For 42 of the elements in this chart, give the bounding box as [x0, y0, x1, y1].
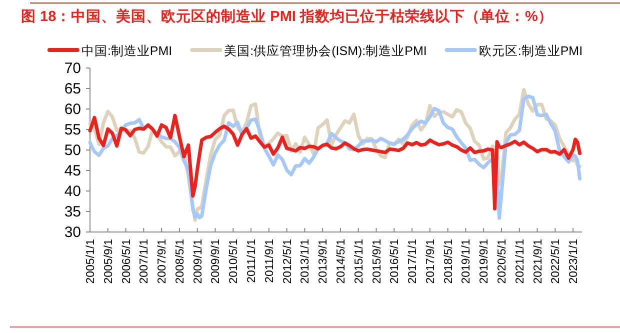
- y-tick-label: 35: [64, 204, 81, 220]
- x-tick-label: 2011/9/1: [264, 239, 276, 283]
- chart-title: 图 18：中国、美国、欧元区的制造业 PMI 指数均已位于枯荣线以下（单位：%）: [21, 7, 553, 25]
- x-tick-label: 2015/1/1: [353, 239, 366, 284]
- x-tick-label: 2005/9/1: [102, 239, 115, 284]
- x-tick-label: 2020/5/1: [496, 239, 508, 284]
- legend-label: 美国:供应管理协会(ISM):制造业PMI: [224, 43, 427, 58]
- x-tick-label: 2010/5/1: [228, 239, 240, 284]
- x-tick-label: 2023/1/1: [568, 239, 580, 284]
- x-tick-label: 2008/5/1: [174, 239, 186, 284]
- x-tick-label: 2019/9/1: [478, 239, 491, 284]
- x-tick-label: 2007/1/1: [138, 239, 151, 284]
- x-tick-label: 2017/1/1: [407, 239, 420, 284]
- y-tick-label: 55: [64, 122, 81, 138]
- x-tick-label: 2006/5/1: [120, 239, 133, 284]
- x-tick-label: 2021/9/1: [532, 239, 544, 284]
- y-tick-label: 50: [64, 142, 81, 159]
- x-tick-label: 2013/1/1: [300, 239, 312, 284]
- legend-label: 中国:制造业PMI: [81, 44, 172, 58]
- x-tick-label: 2005/1/1: [85, 239, 97, 284]
- y-tick-label: 45: [64, 162, 81, 180]
- x-tick-label: 2021/1/1: [514, 239, 526, 284]
- y-tick-label: 65: [64, 80, 81, 98]
- legend-label: 欧元区:制造业PMI: [478, 44, 583, 58]
- x-tick-label: 2015/9/1: [371, 239, 384, 284]
- line-series: [88, 114, 582, 210]
- x-tick-label: 2022/5/1: [550, 239, 562, 284]
- x-tick-label: 2013/9/1: [318, 239, 330, 284]
- y-tick-label: 70: [64, 60, 81, 77]
- x-tick-label: 2017/9/1: [424, 239, 437, 284]
- x-tick-label: 2011/1/1: [246, 239, 258, 283]
- y-tick-label: 30: [64, 224, 81, 241]
- x-tick-label: 2007/9/1: [156, 239, 169, 284]
- x-tick-label: 2009/1/1: [192, 239, 204, 284]
- y-tick-label: 40: [64, 183, 81, 200]
- x-tick-label: 2016/5/1: [389, 239, 402, 284]
- x-tick-label: 2018/5/1: [442, 239, 455, 284]
- y-tick-label: 60: [64, 101, 81, 118]
- x-tick-label: 2014/5/1: [335, 239, 348, 284]
- x-tick-label: 2012/5/1: [282, 239, 294, 284]
- x-tick-label: 2019/1/1: [460, 239, 473, 284]
- x-tick-label: 2009/9/1: [210, 239, 222, 284]
